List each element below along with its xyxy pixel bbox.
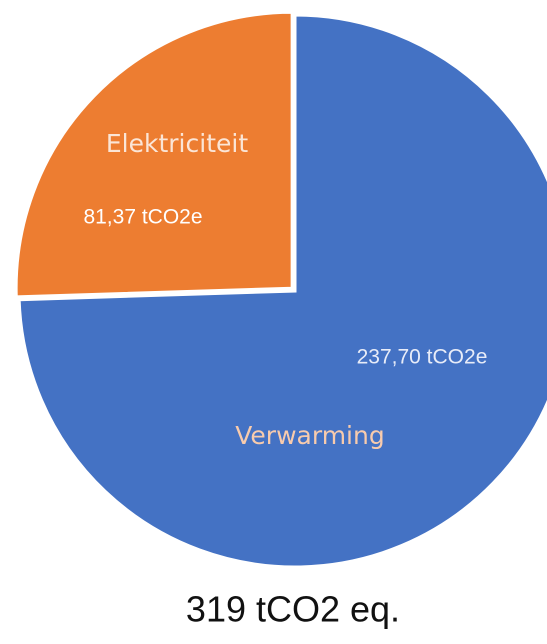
data-label: 237,70 tCO2e xyxy=(357,346,488,369)
slice-label: Verwarming xyxy=(235,421,384,450)
pie-slice xyxy=(14,10,294,299)
total-annotation: 319 tCO2 eq. xyxy=(186,589,400,630)
pie-slice xyxy=(17,13,547,569)
slice-label: Elektriciteit xyxy=(106,129,248,158)
data-label: 81,37 tCO2e xyxy=(83,206,202,229)
